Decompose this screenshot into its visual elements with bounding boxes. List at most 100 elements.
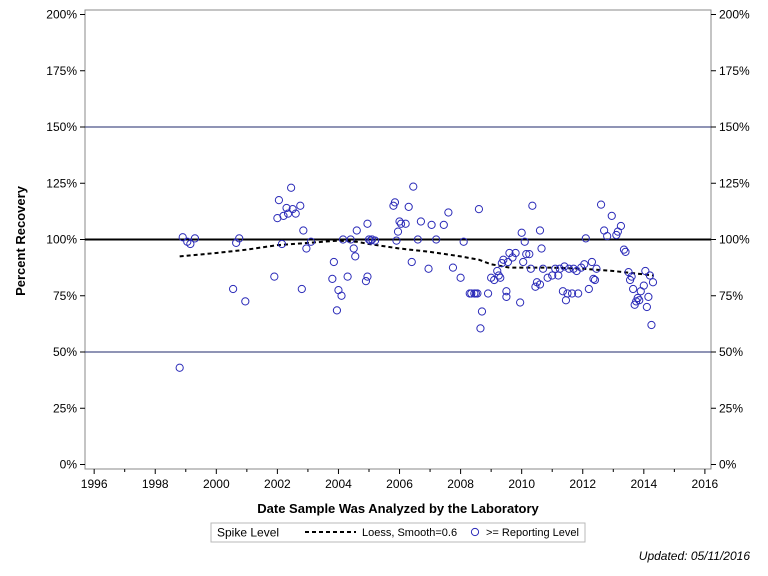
y-tick-label-left: 75% <box>53 289 77 303</box>
y-tick-label-right: 125% <box>719 176 750 190</box>
data-point <box>444 208 453 217</box>
data-point <box>363 272 372 281</box>
data-point <box>413 235 422 244</box>
data-point <box>596 200 606 209</box>
data-point <box>517 228 526 237</box>
data-point <box>346 235 355 244</box>
data-point <box>390 198 400 207</box>
data-point <box>416 217 426 226</box>
data-point <box>633 293 642 303</box>
data-point <box>366 236 375 245</box>
data-point <box>432 235 441 244</box>
data-point <box>439 220 448 229</box>
data-point <box>448 263 458 272</box>
data-point <box>270 272 279 281</box>
data-point <box>476 324 485 333</box>
data-point <box>616 221 626 231</box>
data-point <box>456 273 465 282</box>
data-point <box>337 291 346 300</box>
x-tick-label: 1998 <box>142 477 169 491</box>
data-point <box>574 289 583 298</box>
data-point <box>499 255 508 264</box>
data-point <box>477 307 487 316</box>
data-point <box>302 244 311 253</box>
data-point <box>535 226 545 235</box>
legend-point-label: >= Reporting Level <box>486 527 579 539</box>
x-axis: 1996 1998 2000 2002 2004 2006 2008 2010 2012 2014… <box>81 469 719 491</box>
data-point <box>496 273 505 282</box>
legend-point-swatch <box>470 527 480 537</box>
data-point <box>178 233 187 242</box>
y-tick-label-right: 0% <box>719 458 737 472</box>
legend-loess-label: Loess, Smooth=0.6 <box>362 527 457 539</box>
data-point <box>629 284 638 294</box>
data-point <box>642 302 651 312</box>
data-point <box>502 287 511 296</box>
data-point <box>526 264 535 273</box>
data-point <box>351 252 360 261</box>
data-point <box>567 289 577 298</box>
y-tick-label-right: 25% <box>719 401 743 415</box>
loess-line-group <box>179 239 654 277</box>
y-tick-label-left: 50% <box>53 345 77 359</box>
data-point <box>639 281 648 290</box>
data-point <box>537 244 546 253</box>
data-point <box>644 292 653 301</box>
data-point <box>619 245 629 254</box>
data-point <box>282 203 291 213</box>
x-tick-label: 2008 <box>447 477 474 491</box>
data-point <box>328 274 337 283</box>
data-point <box>409 182 418 191</box>
data-point <box>297 284 306 294</box>
data-point <box>473 289 482 298</box>
data-point <box>361 277 371 286</box>
data-point <box>277 239 287 249</box>
data-point <box>519 257 528 267</box>
y-tick-label-right: 175% <box>719 64 750 78</box>
data-point <box>645 271 655 280</box>
data-point <box>581 234 590 243</box>
y-tick-label-left: 100% <box>46 233 77 247</box>
data-point <box>349 244 358 253</box>
data-point <box>531 282 540 291</box>
data-point <box>329 257 338 267</box>
data-point <box>520 237 529 246</box>
y-tick-label-right: 50% <box>719 345 743 359</box>
data-point <box>590 275 600 285</box>
updated-footnote: Updated: 05/11/2016 <box>639 549 751 563</box>
data-point <box>503 257 513 267</box>
data-point <box>587 257 597 267</box>
data-point <box>401 219 410 228</box>
data-point <box>641 266 650 276</box>
data-point <box>592 264 601 273</box>
y-tick-label-left: 200% <box>46 8 77 22</box>
data-point <box>502 292 511 301</box>
y-tick-label-left: 0% <box>60 458 78 472</box>
data-point <box>186 239 195 249</box>
data-point <box>635 296 644 305</box>
legend-title: Spike Level <box>217 526 279 540</box>
legend: Spike Level Loess, Smooth=0.6 >= Reporti… <box>210 522 586 543</box>
x-tick-label: 2006 <box>386 477 413 491</box>
data-point <box>580 260 589 269</box>
data-point <box>370 236 380 245</box>
data-point <box>627 272 636 281</box>
data-point <box>648 278 658 287</box>
legend-frame <box>210 522 586 543</box>
y-tick-label-right: 200% <box>719 8 750 22</box>
data-point <box>459 237 468 246</box>
data-point <box>352 226 361 235</box>
data-point <box>424 264 433 273</box>
y-tick-label-right: 100% <box>719 233 750 247</box>
data-point <box>175 363 184 372</box>
data-point <box>299 226 308 235</box>
data-point <box>621 247 630 256</box>
y-axis-right: 0% 25% 50% 75% 100% 125% 150% 175% 200% <box>711 8 750 472</box>
data-point <box>364 235 374 244</box>
data-point <box>558 287 567 296</box>
data-point <box>528 201 537 210</box>
data-point <box>548 271 557 280</box>
data-point <box>589 274 598 283</box>
scatter-points <box>175 182 658 372</box>
data-point <box>279 211 288 220</box>
